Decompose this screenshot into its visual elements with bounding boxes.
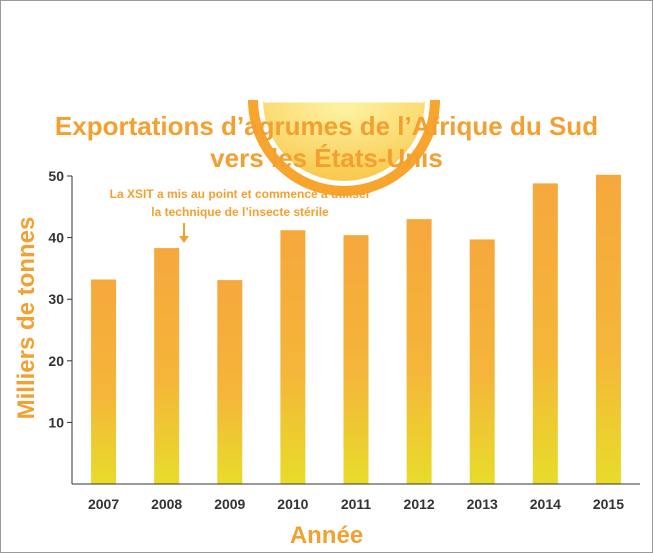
- annotation-text: La XSIT a mis au point et commencé à uti…: [95, 185, 385, 221]
- y-tick-label: 40: [48, 230, 64, 246]
- annotation-line-2: la technique de l’insecte stérile: [151, 205, 329, 219]
- bar-2009: [217, 280, 243, 484]
- y-axis-label: Milliers de tonnes: [13, 216, 40, 420]
- x-tick-label: 2013: [467, 496, 498, 512]
- chart-title: Exportations d’agrumes de l’Afrique du S…: [54, 111, 599, 141]
- x-tick-label: 2010: [277, 496, 308, 512]
- bar-2010: [280, 230, 306, 484]
- x-tick-label: 2015: [593, 496, 624, 512]
- annotation-arrow: [179, 223, 189, 243]
- bar-2014: [532, 183, 558, 484]
- x-tick-label: 2009: [214, 496, 245, 512]
- y-axis: 10 20 30 40 50: [48, 168, 73, 484]
- y-tick-label: 10: [48, 414, 64, 430]
- annotation-line-1: La XSIT a mis au point et commencé à uti…: [109, 187, 371, 201]
- y-tick-label: 50: [48, 168, 64, 184]
- x-tick-label: 2014: [530, 496, 561, 512]
- y-tick-label: 30: [48, 291, 64, 307]
- x-tick-label: 2011: [341, 496, 372, 512]
- bar-2013: [469, 239, 495, 484]
- x-tick-label: 2007: [88, 496, 119, 512]
- plot-area: [91, 174, 621, 484]
- bar-2008: [154, 248, 180, 484]
- orange-slice-icon: [248, 18, 440, 196]
- bar-2015: [595, 174, 621, 484]
- bar-2007: [91, 279, 117, 484]
- x-axis-label: Année: [289, 522, 364, 549]
- bar-2012: [406, 219, 432, 484]
- chart-subtitle: vers les États-Unis: [210, 143, 443, 173]
- x-tick-label: 2012: [404, 496, 435, 512]
- x-tick-label: 2008: [151, 496, 182, 512]
- y-tick-label: 20: [48, 353, 64, 369]
- bar-2011: [343, 235, 369, 484]
- x-axis: 2007 2008 2009 2010 2011 2012 2013 2014 2015: [72, 483, 640, 512]
